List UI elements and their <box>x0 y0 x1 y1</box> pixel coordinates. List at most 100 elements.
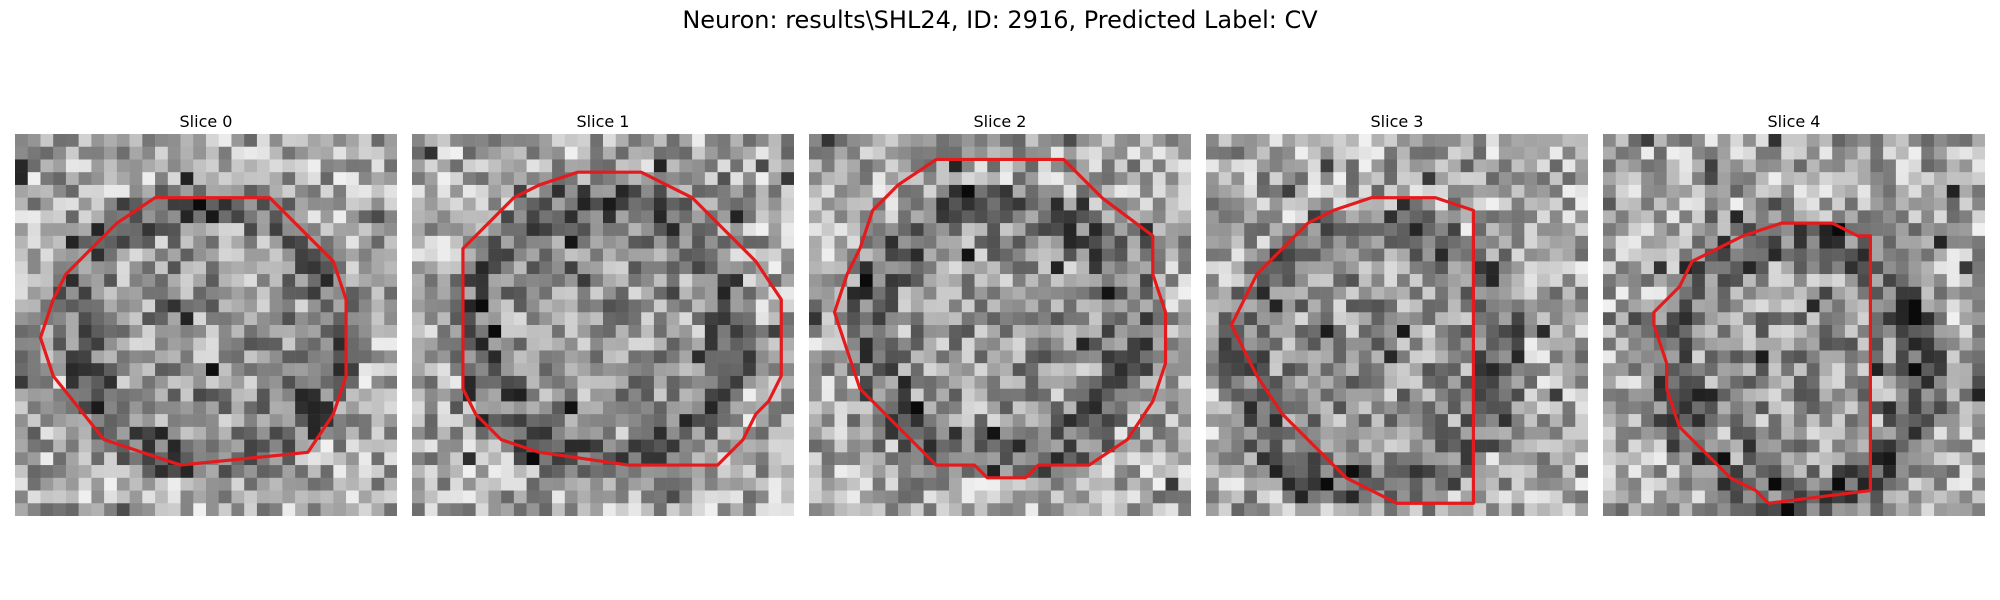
pixel <box>193 426 207 440</box>
pixel <box>193 325 207 338</box>
pixel <box>603 299 616 313</box>
pixel <box>1498 261 1512 275</box>
pixel <box>193 414 207 428</box>
pixel <box>488 375 502 389</box>
pixel <box>53 363 67 377</box>
pixel <box>256 325 270 338</box>
pixel <box>1908 426 1922 440</box>
pixel <box>1498 197 1512 211</box>
pixel <box>1511 286 1525 300</box>
pixel <box>78 274 92 288</box>
pixel <box>1704 375 1718 389</box>
pixel <box>206 146 219 160</box>
pixel <box>424 159 438 173</box>
pixel <box>1603 439 1616 453</box>
pixel <box>717 375 731 389</box>
pixel <box>1358 490 1372 504</box>
pixel <box>231 439 245 453</box>
pixel <box>1730 134 1744 147</box>
pixel <box>834 248 848 262</box>
pixel <box>1076 465 1090 479</box>
pixel <box>1025 426 1039 440</box>
pixel <box>1921 286 1935 300</box>
pixel <box>65 184 79 198</box>
pixel <box>847 452 861 466</box>
pixel <box>450 172 464 186</box>
pixel <box>358 235 372 249</box>
pixel <box>91 477 105 491</box>
pixel <box>142 401 156 415</box>
pixel <box>1524 159 1538 173</box>
pixel <box>1844 439 1858 453</box>
pixel <box>450 465 464 479</box>
pixel <box>1679 401 1693 415</box>
pixel <box>1231 146 1245 160</box>
pixel <box>1628 223 1642 237</box>
pixel <box>1653 197 1667 211</box>
pixel <box>412 223 425 237</box>
pixel <box>513 286 527 300</box>
pixel <box>450 197 464 211</box>
pixel <box>1692 414 1706 428</box>
pixel <box>1603 235 1616 249</box>
pixel <box>1781 274 1795 288</box>
pixel <box>1295 159 1309 173</box>
pixel <box>987 337 1001 351</box>
pixel <box>1371 325 1385 338</box>
pixel <box>1666 337 1680 351</box>
pixel <box>898 210 912 224</box>
pixel <box>653 235 667 249</box>
pixel <box>1717 248 1731 262</box>
pixel <box>1870 363 1884 377</box>
pixel <box>1012 146 1026 160</box>
pixel <box>1603 248 1616 262</box>
pixel <box>1256 401 1270 415</box>
pixel <box>1730 261 1744 275</box>
pixel <box>1409 184 1423 198</box>
pixel <box>1666 184 1680 198</box>
pixel <box>180 490 194 504</box>
pixel <box>1743 184 1757 198</box>
pixel <box>1076 426 1090 440</box>
pixel <box>1346 286 1360 300</box>
pixel <box>987 235 1001 249</box>
pixel <box>1244 312 1258 326</box>
pixel <box>1295 503 1309 516</box>
pixel <box>1768 426 1782 440</box>
pixel <box>923 388 937 402</box>
pixel <box>679 503 693 516</box>
pixel <box>1076 414 1090 428</box>
pixel <box>155 146 169 160</box>
pixel <box>1628 197 1642 211</box>
pixel <box>424 350 438 364</box>
pixel <box>475 159 489 173</box>
pixel <box>974 312 988 326</box>
pixel <box>1486 439 1500 453</box>
pixel <box>1231 363 1245 377</box>
pixel <box>564 401 578 415</box>
pixel <box>730 363 744 377</box>
pixel <box>1206 248 1219 262</box>
pixel <box>743 172 757 186</box>
pixel <box>15 235 28 249</box>
pixel <box>167 223 181 237</box>
pixel <box>1806 363 1820 377</box>
pixel <box>847 312 861 326</box>
pixel <box>821 503 835 516</box>
pixel <box>167 172 181 186</box>
pixel <box>307 363 321 377</box>
pixel <box>781 439 794 453</box>
pixel <box>1921 426 1935 440</box>
pixel <box>1152 146 1166 160</box>
pixel <box>27 172 41 186</box>
pixel <box>1666 490 1680 504</box>
pixel <box>1282 286 1296 300</box>
pixel <box>1295 388 1309 402</box>
pixel <box>526 261 540 275</box>
pixel <box>269 134 283 147</box>
pixel <box>603 350 616 364</box>
pixel <box>346 426 360 440</box>
pixel <box>27 312 41 326</box>
pixel <box>116 235 130 249</box>
pixel <box>1152 465 1166 479</box>
